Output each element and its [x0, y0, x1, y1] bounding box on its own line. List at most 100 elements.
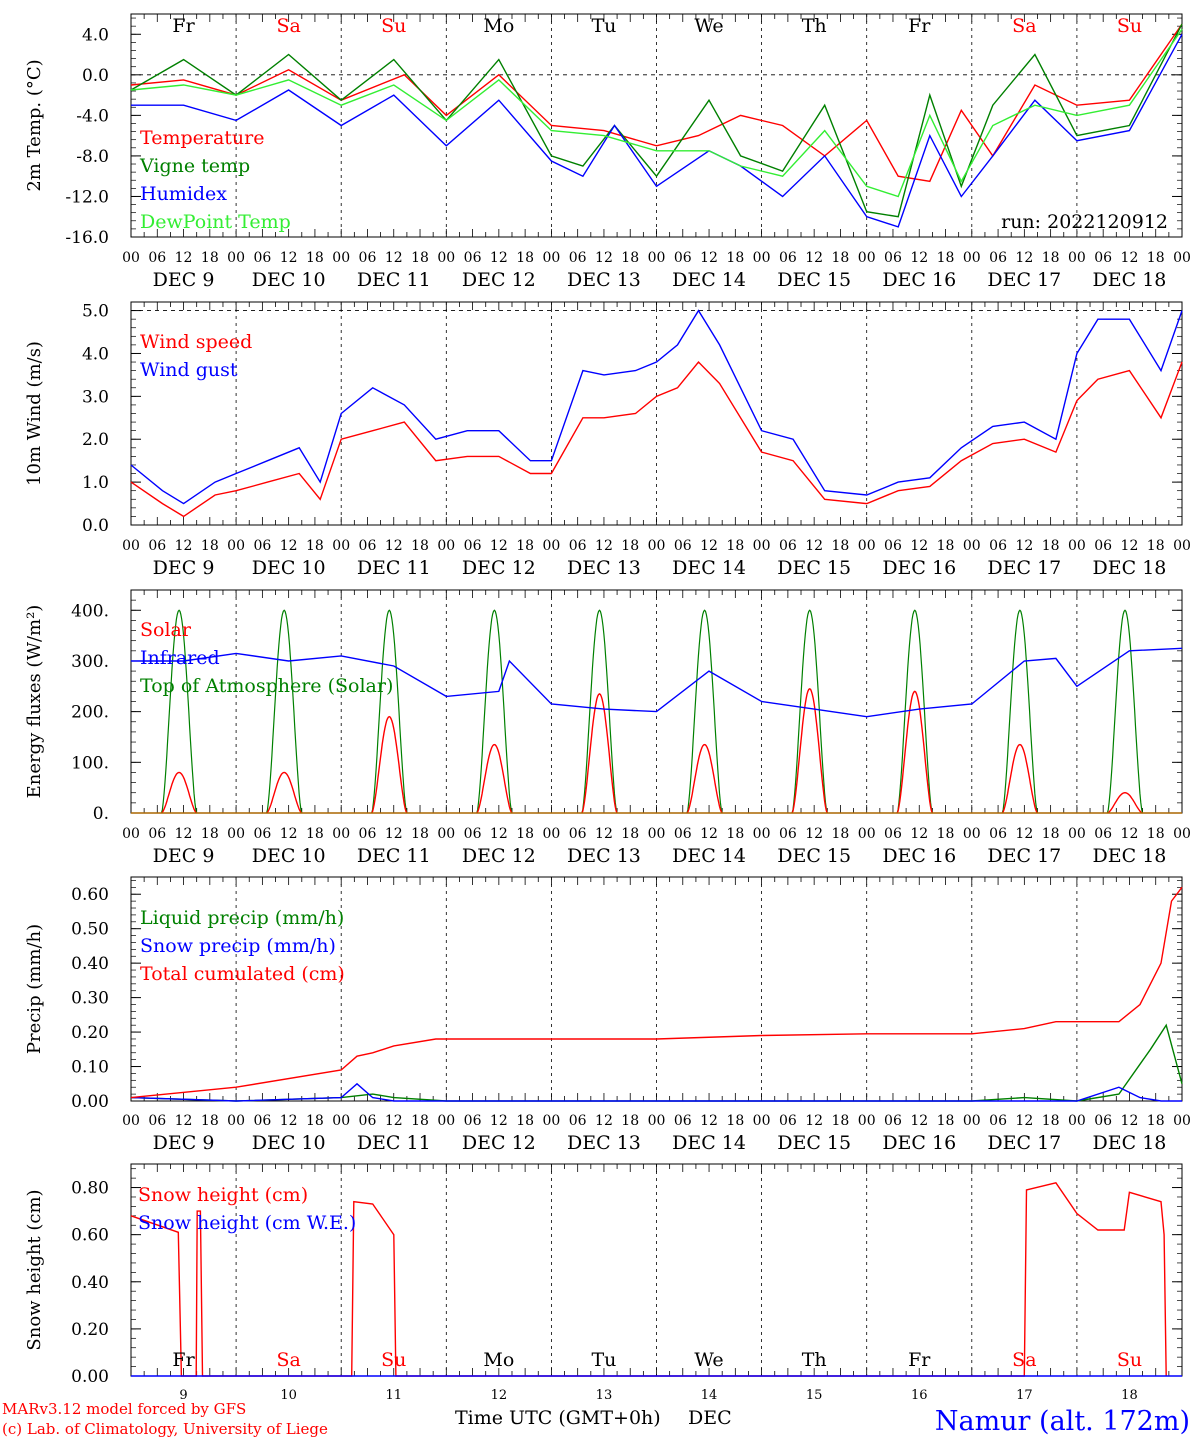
day-of-week-label: Su: [381, 15, 406, 37]
date-label: DEC 15: [777, 1132, 851, 1154]
day-of-week-label: Sa: [1012, 15, 1036, 37]
hour-tick-label: 00: [332, 1113, 350, 1129]
date-label: DEC 14: [672, 1132, 746, 1154]
hour-tick-label: 12: [490, 826, 508, 842]
date-label: DEC 17: [987, 845, 1061, 867]
hour-tick-label: 12: [385, 538, 403, 554]
hour-tick-label: 18: [832, 826, 850, 842]
hour-tick-label: 06: [674, 826, 692, 842]
date-label: DEC 11: [357, 269, 431, 291]
day-of-week-label: Tu: [591, 1349, 616, 1371]
hour-tick-label: 00: [1068, 538, 1086, 554]
day-of-week-label: Th: [802, 15, 827, 37]
date-label: DEC 18: [1093, 1132, 1167, 1154]
hour-tick-label: 00: [648, 1113, 666, 1129]
series-temperature: [130, 23, 1183, 183]
date-label: DEC 9: [153, 1132, 215, 1154]
hour-tick-label: 18: [726, 538, 744, 554]
hour-tick-label: 00: [858, 538, 876, 554]
hour-tick-label: 06: [569, 538, 587, 554]
hour-tick-label: 06: [253, 1113, 271, 1129]
hour-tick-label: 18: [937, 826, 955, 842]
hour-tick-label: 12: [1015, 538, 1033, 554]
y-tick-label: 300.: [71, 652, 109, 672]
hour-tick-label: 00: [753, 250, 771, 266]
hour-tick-label: 12: [175, 826, 193, 842]
hour-tick-label: 00: [122, 826, 140, 842]
hour-tick-label: 00: [1173, 538, 1191, 554]
legend-entry: Snow precip (mm/h): [140, 935, 336, 957]
hour-tick-label: 12: [595, 250, 613, 266]
date-label: DEC 10: [252, 269, 326, 291]
hour-tick-label: 00: [858, 250, 876, 266]
hour-tick-label: 18: [201, 250, 219, 266]
hour-tick-label: 00: [753, 538, 771, 554]
hour-tick-label: 06: [1094, 538, 1112, 554]
hour-tick-label: 06: [989, 538, 1007, 554]
hour-tick-label: 18: [621, 826, 639, 842]
date-label: DEC 12: [462, 557, 536, 579]
hour-tick-label: 06: [779, 826, 797, 842]
hour-tick-label: 18: [726, 250, 744, 266]
date-label: DEC 13: [567, 557, 641, 579]
hour-tick-label: 18: [306, 250, 324, 266]
hour-tick-label: 12: [805, 826, 823, 842]
legend-entry: Snow height (cm W.E.): [138, 1212, 356, 1234]
date-label: DEC 15: [777, 557, 851, 579]
hour-tick-label: 00: [1068, 1113, 1086, 1129]
day-of-week-label: Mo: [483, 1349, 514, 1371]
hour-tick-label: 12: [1121, 538, 1139, 554]
hour-tick-label: 12: [910, 1113, 928, 1129]
solar-curve: [896, 690, 934, 814]
hour-tick-label: 18: [201, 1113, 219, 1129]
hour-tick-label: 06: [1094, 250, 1112, 266]
hour-tick-label: 00: [542, 826, 560, 842]
hour-tick-label: 12: [1121, 826, 1139, 842]
y-tick-label: 0.00: [71, 1367, 109, 1387]
date-label: DEC 13: [567, 1132, 641, 1154]
hour-tick-label: 00: [227, 538, 245, 554]
day-of-week-label: Th: [802, 1349, 827, 1371]
y-tick-label: 0.30: [71, 989, 109, 1009]
hour-tick-label: 18: [832, 250, 850, 266]
day-of-week-label: Fr: [172, 15, 195, 37]
y-tick-label: 0.0: [82, 516, 109, 536]
hour-tick-label: 00: [227, 250, 245, 266]
hour-tick-label: 06: [884, 1113, 902, 1129]
hour-tick-label: 12: [805, 538, 823, 554]
hour-tick-label: 18: [411, 826, 429, 842]
hour-tick-label: 12: [805, 250, 823, 266]
hour-tick-label: 18: [306, 1113, 324, 1129]
y-tick-label: 0.60: [71, 885, 109, 905]
solar-curve: [791, 687, 828, 814]
hour-tick-label: 06: [148, 250, 166, 266]
hour-tick-label: 12: [1015, 1113, 1033, 1129]
y-axis-title: Precip (mm/h): [24, 924, 45, 1054]
hour-tick-label: 06: [148, 826, 166, 842]
hour-tick-label: 12: [1015, 250, 1033, 266]
y-tick-label: 3.0: [82, 387, 109, 407]
hour-tick-label: 00: [648, 538, 666, 554]
hour-tick-label: 00: [122, 1113, 140, 1129]
date-label: DEC 16: [882, 557, 956, 579]
hour-tick-label: 06: [359, 538, 377, 554]
date-label: DEC 12: [462, 269, 536, 291]
toa-solar-curve: [791, 609, 828, 814]
panel-1: 4.0 0.0 -4.0 -8.0 -12.0 -16.0 2m Temp. (°C) Tem…: [24, 13, 1191, 291]
date-label: DEC 13: [567, 845, 641, 867]
hour-tick-label: 06: [779, 250, 797, 266]
date-label: DEC 10: [252, 1132, 326, 1154]
hour-tick-label: 00: [1173, 1113, 1191, 1129]
hour-tick-label: 12: [175, 250, 193, 266]
panel-3: 400. 300. 200. 100. 0. Energy fluxes (W/m²) So…: [24, 589, 1191, 867]
hour-tick-label: 18: [201, 538, 219, 554]
hour-tick-label: 06: [569, 1113, 587, 1129]
x-axis-unit: DEC: [688, 1407, 732, 1429]
legend-entry: Liquid precip (mm/h): [140, 907, 344, 929]
date-label: DEC 10: [252, 557, 326, 579]
date-label: DEC 14: [672, 269, 746, 291]
day-number-label: 18: [1121, 1388, 1138, 1403]
hour-tick-label: 00: [437, 1113, 455, 1129]
hour-tick-label: 18: [516, 1113, 534, 1129]
